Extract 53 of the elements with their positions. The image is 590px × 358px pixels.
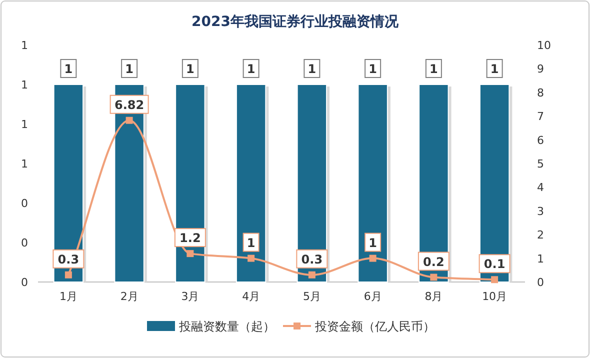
data-label: 1 (308, 62, 316, 76)
y-tick-label: 0 (21, 197, 28, 210)
y-tick-label: 1 (21, 118, 28, 131)
legend-label: 投融资数量（起） (178, 320, 275, 334)
point (186, 250, 194, 258)
y2-tick-label: 9 (537, 62, 544, 76)
x-tick-label: 10月 (482, 290, 508, 303)
point (248, 254, 255, 262)
data-label: 0.1 (484, 257, 506, 272)
data-label: 1 (64, 62, 73, 76)
data-label: 1 (186, 62, 194, 76)
data-label: 1.2 (180, 231, 201, 246)
x-tick-label: 1月 (59, 290, 78, 303)
data-label: 0.2 (423, 254, 444, 269)
data-label: 1 (246, 236, 256, 250)
x-tick-label: 5月 (302, 290, 321, 303)
y2-tick-label: 6 (537, 134, 544, 147)
point (369, 254, 376, 262)
y2-tick-label: 3 (537, 204, 544, 218)
x-tick-label: 2月 (120, 290, 138, 303)
y2-tick-label: 10 (537, 39, 551, 52)
x-tick-label: 6月 (364, 290, 382, 303)
chart-title: 2023年我国证券行业投融资情况 (192, 14, 400, 30)
x-tick-label: 8月 (424, 290, 443, 303)
y2-tick-label: 1 (537, 252, 544, 266)
data-label: 1 (125, 62, 134, 76)
data-label: 1 (246, 62, 256, 76)
y-tick-label: 0 (21, 276, 28, 289)
data-label: 1 (490, 62, 499, 76)
point (430, 274, 438, 281)
y-tick-label: 1 (21, 78, 28, 92)
y-tick-label: 1 (21, 158, 28, 170)
data-label: 1 (430, 62, 438, 76)
y2-tick-label: 7 (537, 110, 544, 124)
y2-tick-label: 0 (537, 276, 544, 289)
y2-tick-label: 2 (537, 228, 544, 242)
data-label: 6.82 (114, 98, 144, 112)
y2-tick-label: 4 (537, 181, 544, 194)
point (308, 271, 316, 278)
data-label: 1 (368, 62, 377, 76)
y2-tick-label: 5 (537, 158, 544, 170)
data-label: 1 (368, 236, 377, 250)
point (491, 276, 498, 284)
y-tick-label: 1 (21, 39, 28, 52)
y2-tick-label: 8 (537, 86, 544, 100)
x-tick-label: 3月 (181, 290, 200, 303)
point (64, 271, 72, 278)
y-tick-label: 0 (21, 236, 28, 250)
point (126, 116, 133, 124)
x-tick-label: 4月 (242, 290, 260, 303)
legend-label: 投资金额（亿人民币） (314, 320, 435, 334)
data-label: 0.3 (58, 252, 80, 266)
data-label: 0.3 (301, 252, 323, 266)
